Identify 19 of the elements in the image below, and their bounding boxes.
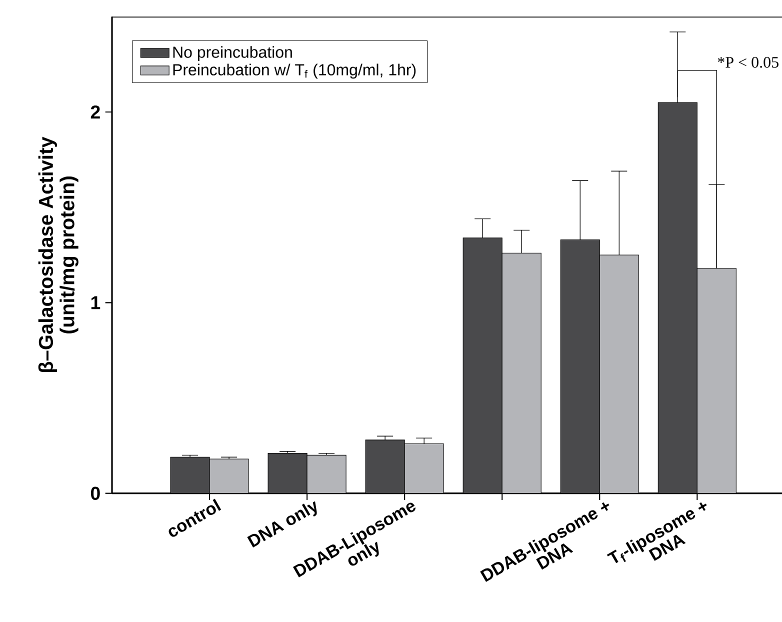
y-axis-title: β–Galactosidase Activity (unit/mg protein) (38, 136, 78, 372)
bar (404, 443, 444, 494)
legend-label: Preincubation w/ T$_{f}$ (10mg/ml, 1hr) (173, 64, 416, 79)
bar (658, 102, 698, 494)
y-tick-label: 1 (91, 296, 100, 310)
bar (599, 254, 639, 494)
legend-label: No preincubation (173, 46, 292, 62)
bar (365, 440, 405, 494)
y-tick-label: 2 (90, 105, 100, 119)
bar (268, 453, 308, 494)
bar (502, 252, 542, 494)
y-tick-label: 0 (90, 486, 100, 500)
bar (560, 239, 600, 494)
bar (462, 238, 502, 494)
annotation: *P < 0.05 (718, 56, 778, 68)
bar (170, 456, 210, 494)
bar (209, 458, 249, 494)
bar (696, 268, 736, 494)
bar (306, 454, 346, 494)
